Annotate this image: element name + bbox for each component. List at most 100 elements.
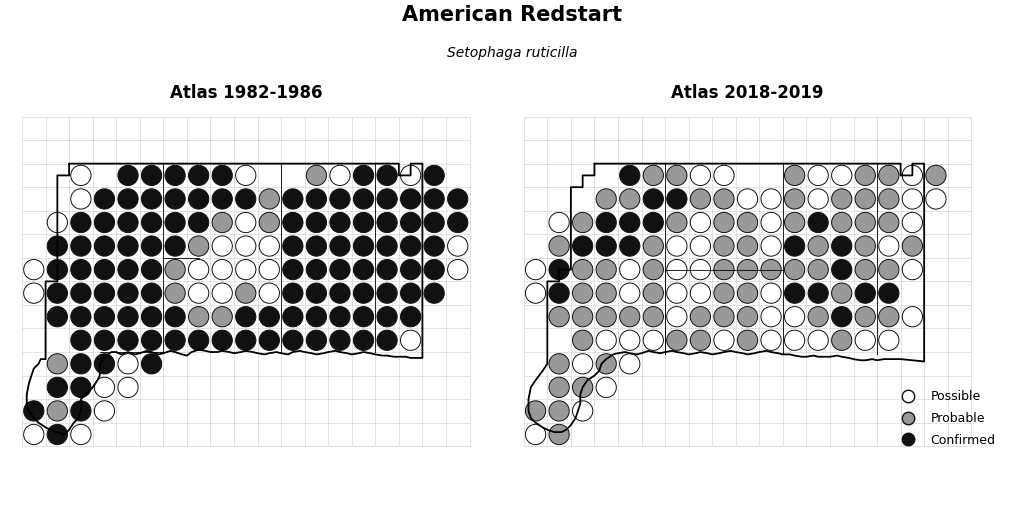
Circle shape xyxy=(667,212,687,233)
Circle shape xyxy=(643,236,664,256)
Circle shape xyxy=(572,212,593,233)
Circle shape xyxy=(879,165,899,186)
Circle shape xyxy=(71,189,91,209)
Circle shape xyxy=(808,212,828,233)
Circle shape xyxy=(94,354,115,374)
Circle shape xyxy=(620,260,640,280)
Circle shape xyxy=(330,330,350,350)
Circle shape xyxy=(141,189,162,209)
Circle shape xyxy=(525,283,546,303)
Circle shape xyxy=(188,212,209,233)
Circle shape xyxy=(377,260,397,280)
Circle shape xyxy=(353,236,374,256)
Circle shape xyxy=(596,307,616,327)
Circle shape xyxy=(447,212,468,233)
Circle shape xyxy=(808,260,828,280)
Circle shape xyxy=(831,330,852,350)
Circle shape xyxy=(141,212,162,233)
Circle shape xyxy=(118,189,138,209)
Circle shape xyxy=(761,307,781,327)
Circle shape xyxy=(400,189,421,209)
Circle shape xyxy=(831,260,852,280)
Circle shape xyxy=(165,189,185,209)
Circle shape xyxy=(71,236,91,256)
Circle shape xyxy=(71,260,91,280)
Circle shape xyxy=(831,212,852,233)
Circle shape xyxy=(714,189,734,209)
Circle shape xyxy=(761,189,781,209)
Circle shape xyxy=(259,283,280,303)
Circle shape xyxy=(737,260,758,280)
Circle shape xyxy=(118,260,138,280)
Circle shape xyxy=(47,236,68,256)
Circle shape xyxy=(879,236,899,256)
Circle shape xyxy=(47,354,68,374)
Circle shape xyxy=(94,212,115,233)
Circle shape xyxy=(118,236,138,256)
Circle shape xyxy=(71,307,91,327)
Circle shape xyxy=(283,189,303,209)
Circle shape xyxy=(400,260,421,280)
Circle shape xyxy=(330,236,350,256)
Circle shape xyxy=(714,330,734,350)
Circle shape xyxy=(572,307,593,327)
Circle shape xyxy=(141,236,162,256)
Circle shape xyxy=(94,189,115,209)
Circle shape xyxy=(714,260,734,280)
Circle shape xyxy=(188,330,209,350)
Circle shape xyxy=(94,236,115,256)
Circle shape xyxy=(118,165,138,186)
Circle shape xyxy=(141,354,162,374)
Circle shape xyxy=(353,307,374,327)
Circle shape xyxy=(259,307,280,327)
Circle shape xyxy=(188,283,209,303)
Circle shape xyxy=(808,189,828,209)
Circle shape xyxy=(306,260,327,280)
Circle shape xyxy=(212,330,232,350)
Circle shape xyxy=(424,260,444,280)
Circle shape xyxy=(714,283,734,303)
Circle shape xyxy=(377,330,397,350)
Circle shape xyxy=(306,165,327,186)
Circle shape xyxy=(424,236,444,256)
Circle shape xyxy=(118,307,138,327)
Circle shape xyxy=(24,260,44,280)
Circle shape xyxy=(188,236,209,256)
Circle shape xyxy=(94,377,115,397)
Circle shape xyxy=(667,307,687,327)
Circle shape xyxy=(330,260,350,280)
Circle shape xyxy=(690,189,711,209)
Circle shape xyxy=(283,236,303,256)
Circle shape xyxy=(690,330,711,350)
Circle shape xyxy=(926,165,946,186)
Circle shape xyxy=(71,401,91,421)
Circle shape xyxy=(643,260,664,280)
Circle shape xyxy=(236,330,256,350)
Circle shape xyxy=(667,189,687,209)
Circle shape xyxy=(572,354,593,374)
Circle shape xyxy=(596,189,616,209)
Circle shape xyxy=(377,307,397,327)
Circle shape xyxy=(596,354,616,374)
Circle shape xyxy=(525,424,546,445)
Circle shape xyxy=(283,330,303,350)
Circle shape xyxy=(761,283,781,303)
Circle shape xyxy=(690,307,711,327)
Circle shape xyxy=(855,260,876,280)
Circle shape xyxy=(236,165,256,186)
Circle shape xyxy=(572,401,593,421)
Circle shape xyxy=(549,354,569,374)
Circle shape xyxy=(831,283,852,303)
Circle shape xyxy=(236,283,256,303)
Circle shape xyxy=(188,189,209,209)
Circle shape xyxy=(24,424,44,445)
Circle shape xyxy=(855,236,876,256)
Circle shape xyxy=(549,283,569,303)
Circle shape xyxy=(259,260,280,280)
Circle shape xyxy=(353,260,374,280)
Circle shape xyxy=(855,330,876,350)
Circle shape xyxy=(902,165,923,186)
Circle shape xyxy=(831,189,852,209)
Circle shape xyxy=(855,212,876,233)
Circle shape xyxy=(118,354,138,374)
